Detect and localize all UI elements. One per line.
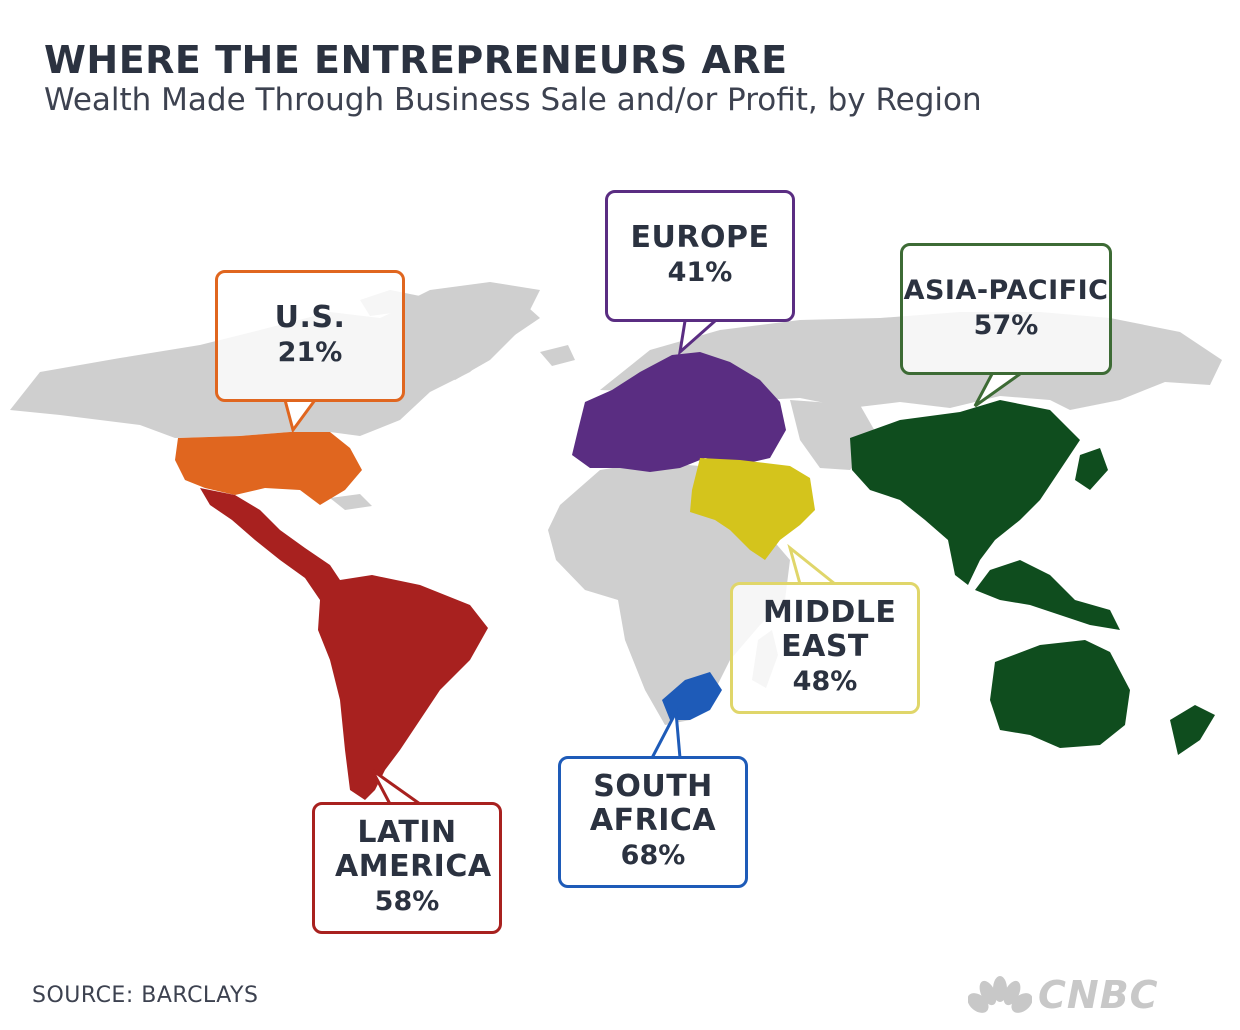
region-south-africa-name: SOUTH AFRICA bbox=[589, 769, 717, 838]
pointer-asia-pacific bbox=[973, 372, 1021, 408]
chart-subtitle: Wealth Made Through Business Sale and/or… bbox=[44, 82, 982, 118]
region-us bbox=[175, 432, 362, 505]
region-middle-east-value: 48% bbox=[792, 666, 858, 697]
callout-us: U.S. 21% bbox=[215, 270, 405, 402]
pointer-south-africa bbox=[650, 706, 682, 759]
region-europe bbox=[572, 352, 786, 472]
region-us-value: 21% bbox=[277, 337, 343, 368]
region-europe-value: 41% bbox=[667, 257, 733, 288]
cnbc-logo: CNBC bbox=[968, 973, 1159, 1017]
region-latin-america bbox=[200, 488, 488, 800]
callout-europe: EUROPE 41% bbox=[605, 190, 795, 322]
callout-latin-america: LATIN AMERICA 58% bbox=[312, 802, 502, 934]
source-note: SOURCE: BARCLAYS bbox=[32, 983, 259, 1008]
region-asia-pacific-name: ASIA-PACIFIC bbox=[903, 275, 1109, 306]
region-asia-pacific bbox=[850, 400, 1215, 755]
region-middle-east-name: MIDDLE EAST bbox=[763, 595, 897, 664]
pointer-us bbox=[283, 399, 317, 434]
peacock-icon bbox=[968, 976, 1032, 1013]
chart-title: WHERE THE ENTREPRENEURS ARE bbox=[44, 38, 788, 82]
logo-text: CNBC bbox=[1038, 973, 1159, 1017]
pointer-europe bbox=[677, 319, 716, 356]
region-europe-name: EUROPE bbox=[630, 220, 770, 255]
pointer-middle-east bbox=[787, 543, 836, 586]
region-us-name: U.S. bbox=[274, 300, 346, 335]
pointer-latin-america bbox=[370, 768, 421, 806]
region-middle-east bbox=[690, 458, 815, 560]
region-south-africa-value: 68% bbox=[620, 840, 686, 871]
callout-south-africa: SOUTH AFRICA 68% bbox=[558, 756, 748, 888]
region-latin-america-name: LATIN AMERICA bbox=[335, 815, 492, 884]
callout-middle-east: MIDDLE EAST 48% bbox=[730, 582, 920, 714]
callout-asia-pacific: ASIA-PACIFIC 57% bbox=[900, 243, 1112, 375]
region-asia-pacific-value: 57% bbox=[973, 310, 1039, 341]
region-latin-america-value: 58% bbox=[374, 886, 440, 917]
